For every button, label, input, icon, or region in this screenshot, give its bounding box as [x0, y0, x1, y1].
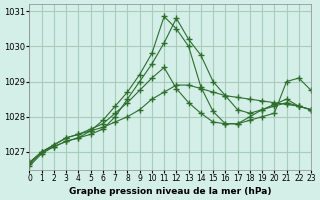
X-axis label: Graphe pression niveau de la mer (hPa): Graphe pression niveau de la mer (hPa)	[69, 187, 271, 196]
